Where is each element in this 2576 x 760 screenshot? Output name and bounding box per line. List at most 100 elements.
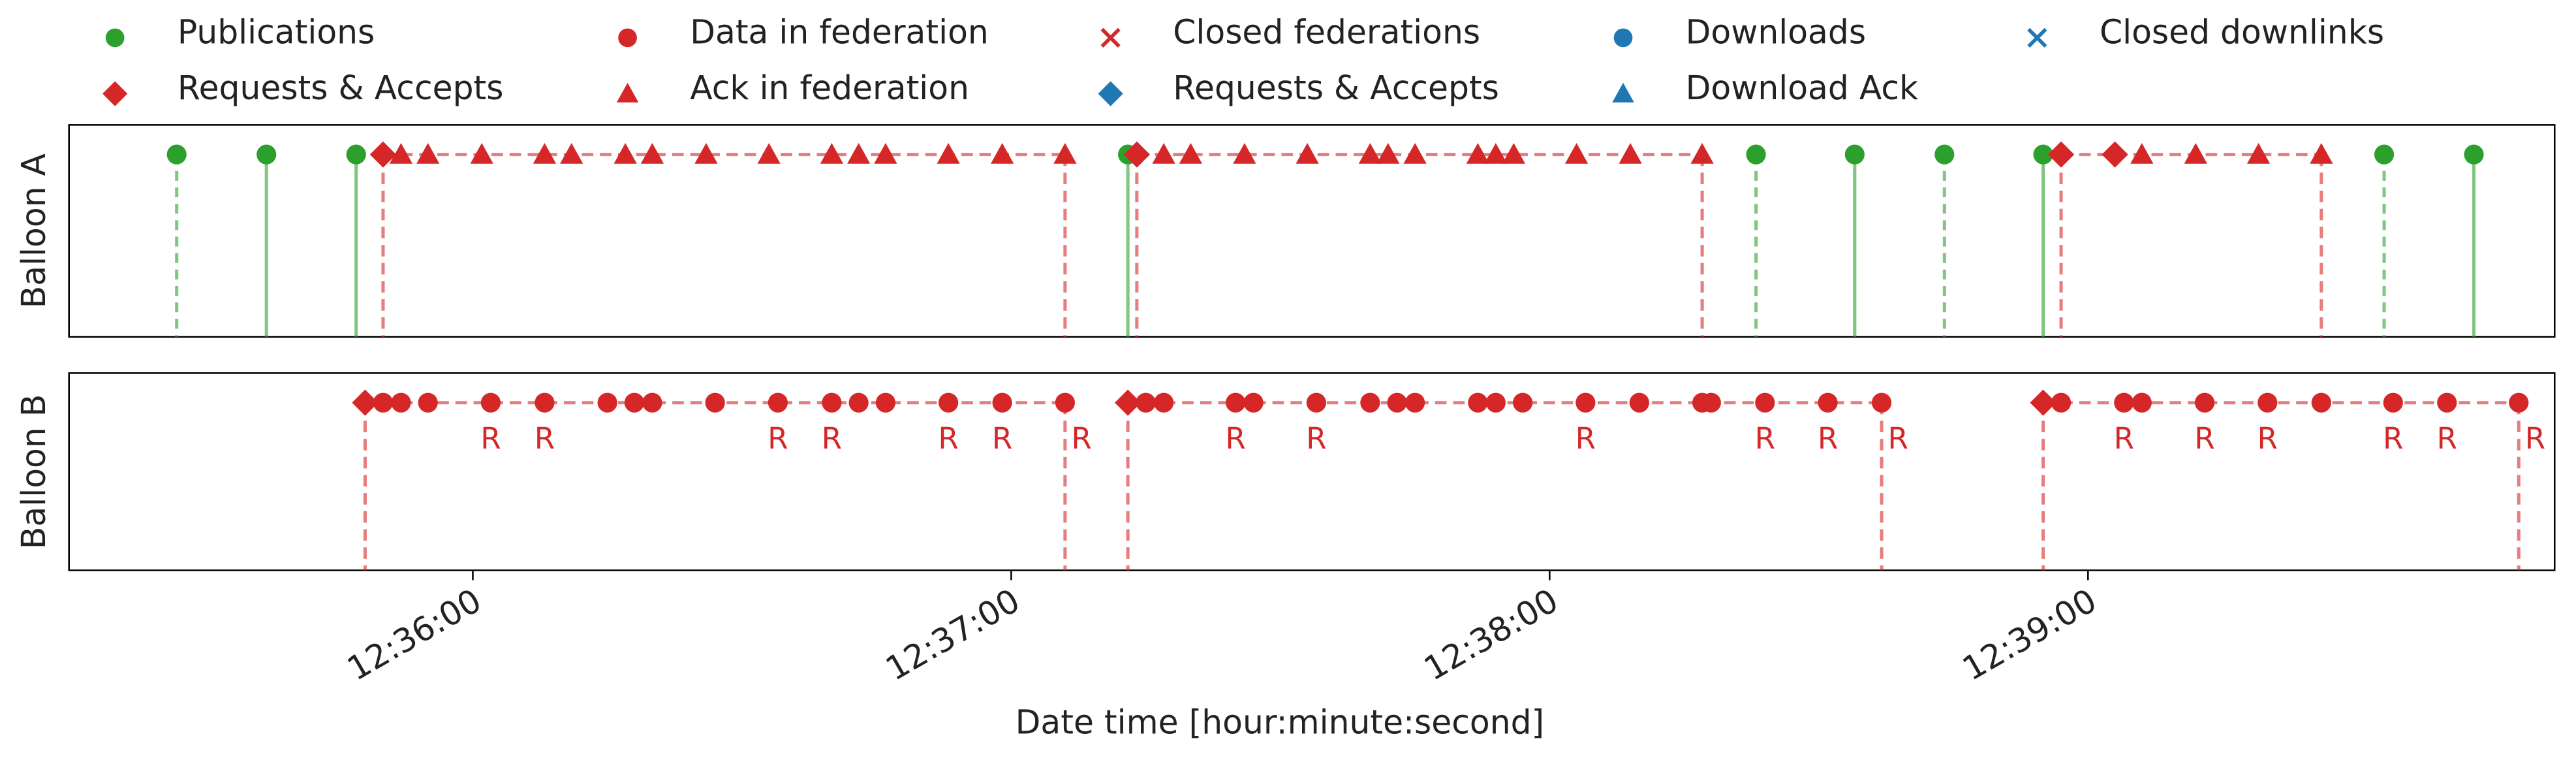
- federation-point: [470, 143, 493, 164]
- federation-point: [1575, 392, 1596, 413]
- y-axis-label: Balloon B: [14, 394, 53, 549]
- federation-point: [1690, 143, 1714, 164]
- legend-label: Downloads: [1686, 12, 1866, 51]
- legend-marker: [1098, 81, 1123, 106]
- point-label: R: [1888, 421, 1908, 456]
- federation-point: [480, 392, 501, 413]
- point-label: R: [1575, 421, 1596, 456]
- federation-point: [937, 143, 960, 164]
- panel-frame: [68, 372, 2556, 571]
- legend-label: Requests & Accepts: [1173, 69, 1499, 107]
- federation-point: [2114, 392, 2134, 413]
- request-accept: [2047, 141, 2075, 168]
- legend-label: Publications: [178, 12, 375, 51]
- federation-point: [1179, 143, 1203, 164]
- federation-point: [1152, 143, 1175, 164]
- federation-point: [875, 392, 896, 413]
- publication: [2464, 144, 2484, 165]
- legend-marker: [1612, 82, 1634, 103]
- federation-point: [1233, 143, 1256, 164]
- federation-point: [533, 143, 557, 164]
- point-label: R: [992, 421, 1012, 456]
- point-label: R: [1306, 421, 1326, 456]
- federation-point: [416, 143, 440, 164]
- federation-point: [705, 392, 725, 413]
- federation-point: [1296, 143, 1319, 164]
- federation-point: [1564, 143, 1589, 164]
- publication: [2374, 144, 2395, 165]
- publication: [2033, 144, 2053, 165]
- federation-point: [1358, 143, 1382, 164]
- federation-point: [1360, 392, 1380, 413]
- federation-point: [1701, 392, 1721, 413]
- x-tick-label: 12:39:00: [1956, 581, 2103, 688]
- federation-point: [848, 392, 869, 413]
- federation-point: [822, 392, 842, 413]
- federation-point: [694, 143, 718, 164]
- point-label: R: [822, 421, 842, 456]
- federation-point: [991, 143, 1014, 164]
- request-accept: [369, 141, 397, 168]
- legend-label: Download Ack: [1686, 69, 1919, 107]
- federation-point: [1403, 143, 1427, 164]
- federation-point: [1871, 392, 1892, 413]
- federation-point: [1513, 392, 1533, 413]
- request-accept: [1115, 389, 1141, 416]
- legend-marker: [1100, 27, 1121, 48]
- federation-point: [1376, 143, 1400, 164]
- publication: [1746, 144, 1766, 165]
- federation-point: [1629, 392, 1649, 413]
- federation-point: [847, 143, 871, 164]
- request-accept: [2030, 389, 2056, 416]
- federation-point: [1053, 143, 1077, 164]
- federation-point: [768, 392, 788, 413]
- federation-point: [1755, 392, 1775, 413]
- federation-point: [2184, 143, 2207, 164]
- federation-point: [373, 392, 394, 413]
- point-label: R: [2114, 421, 2134, 456]
- federation-point: [1226, 392, 1246, 413]
- point-label: R: [2383, 421, 2403, 456]
- request-accept: [2102, 141, 2128, 168]
- panel-frame: [68, 124, 2556, 338]
- legend-label: Ack in federation: [690, 69, 969, 107]
- federation-point: [1484, 143, 1508, 164]
- federation-point: [1243, 392, 1264, 413]
- y-axis-label: Balloon A: [14, 153, 53, 309]
- federation-point: [2130, 143, 2154, 164]
- federation-point: [560, 143, 583, 164]
- federation-point: [1306, 392, 1326, 413]
- federation-point: [874, 143, 897, 164]
- x-tick-label: 12:36:00: [341, 581, 488, 688]
- legend-label: Data in federation: [690, 12, 989, 51]
- legend-marker: [616, 82, 639, 103]
- federation-point: [2310, 143, 2333, 164]
- federation-point: [535, 392, 555, 413]
- federation-point: [418, 392, 438, 413]
- federation-point: [1468, 392, 1488, 413]
- federation-point: [2051, 392, 2072, 413]
- federation-point: [1818, 392, 1838, 413]
- federation-point: [389, 143, 413, 164]
- federation-point: [2246, 143, 2271, 164]
- federation-point: [820, 143, 844, 164]
- legend-marker: [105, 28, 125, 48]
- federation-point: [597, 392, 617, 413]
- federation-point: [2509, 392, 2529, 413]
- federation-point: [640, 143, 664, 164]
- request-accept: [1123, 141, 1151, 168]
- x-axis-label: Date time [hour:minute:second]: [1016, 703, 1545, 742]
- federation-point: [1502, 143, 1525, 164]
- legend-marker: [102, 81, 128, 106]
- point-label: R: [1225, 421, 1245, 456]
- publication: [1844, 144, 1865, 165]
- federation-point: [613, 143, 637, 164]
- federation-point: [2258, 392, 2278, 413]
- legend-label: Requests & Accepts: [178, 69, 504, 107]
- point-label: R: [1755, 421, 1775, 456]
- federation-point: [939, 392, 959, 413]
- federation-point: [642, 392, 662, 413]
- point-label: R: [535, 421, 555, 456]
- federation-point: [624, 392, 645, 413]
- point-label: R: [938, 421, 958, 456]
